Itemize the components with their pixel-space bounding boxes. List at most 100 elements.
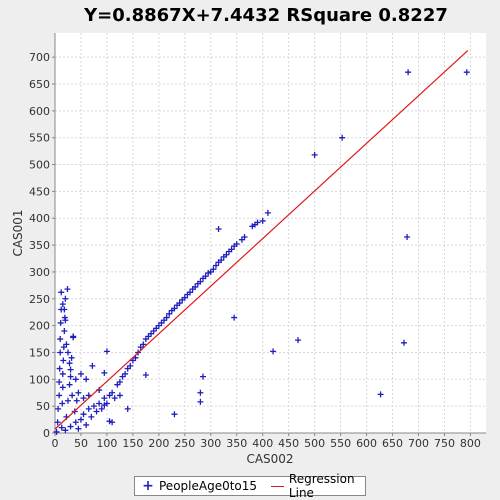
data-point	[98, 405, 105, 412]
data-point	[66, 360, 73, 367]
data-point	[96, 400, 103, 407]
data-point	[142, 372, 149, 379]
data-point	[264, 209, 271, 216]
y-tick-label: 500	[29, 159, 50, 172]
data-point	[67, 373, 74, 380]
data-point	[463, 69, 470, 76]
data-point	[88, 413, 95, 420]
data-point	[233, 241, 240, 248]
y-tick-label: 0	[43, 427, 50, 440]
data-point	[109, 389, 116, 396]
data-point	[171, 411, 178, 418]
y-axis-ticks: 0 50 100 150 200 250 300 350 400 450 500 550 600 650 7…	[29, 51, 55, 440]
y-tick-label: 400	[29, 212, 50, 225]
data-point	[231, 314, 238, 321]
data-point	[54, 419, 61, 426]
data-point	[101, 402, 108, 409]
data-point	[101, 369, 108, 376]
data-point	[106, 418, 113, 425]
data-point	[80, 411, 87, 418]
data-point	[85, 405, 92, 412]
data-point	[67, 423, 74, 430]
data-point	[58, 289, 65, 296]
legend-regression-label: Regression Line	[288, 472, 355, 500]
data-point	[58, 424, 65, 431]
data-point	[56, 378, 63, 385]
data-point	[68, 354, 75, 361]
x-tick-label: 400	[252, 437, 273, 450]
data-point	[93, 408, 100, 415]
x-tick-label: 450	[278, 437, 299, 450]
x-tick-label: 600	[356, 437, 377, 450]
data-point	[254, 219, 261, 226]
data-point	[187, 289, 194, 296]
data-point	[228, 246, 235, 253]
data-point	[212, 262, 219, 269]
y-tick-label: 100	[29, 373, 50, 386]
regression-line	[54, 50, 469, 430]
y-axis-label: CAS001	[11, 209, 25, 256]
regression-line-group	[54, 50, 469, 430]
data-point	[181, 294, 188, 301]
data-point	[60, 357, 67, 364]
plus-marker-icon: +	[142, 478, 154, 494]
data-point	[62, 295, 69, 302]
data-point	[70, 333, 77, 340]
data-point	[62, 317, 69, 324]
data-point	[116, 392, 123, 399]
x-tick-label: 150	[122, 437, 143, 450]
data-point	[75, 425, 82, 432]
data-point	[171, 305, 178, 312]
data-point	[59, 384, 66, 391]
data-point	[140, 341, 147, 348]
data-point	[61, 327, 68, 334]
x-tick-label: 550	[330, 437, 351, 450]
x-tick-label: 700	[408, 437, 429, 450]
data-point	[241, 234, 248, 241]
data-point	[83, 376, 90, 383]
data-point	[197, 278, 204, 285]
data-point	[77, 416, 84, 423]
data-point	[61, 306, 68, 313]
x-tick-label: 50	[74, 437, 88, 450]
data-points	[53, 69, 470, 435]
data-point	[116, 378, 123, 385]
data-point	[80, 395, 87, 402]
x-tick-label: 100	[96, 437, 117, 450]
data-point	[176, 300, 183, 307]
data-point	[270, 348, 277, 355]
y-tick-label: 50	[36, 400, 50, 413]
data-point	[67, 366, 74, 373]
data-point	[400, 339, 407, 346]
data-point	[259, 217, 266, 224]
data-point	[55, 405, 62, 412]
x-tick-label: 300	[200, 437, 221, 450]
y-tick-label: 300	[29, 266, 50, 279]
data-point	[89, 362, 96, 369]
x-tick-label: 0	[52, 437, 59, 450]
data-point	[59, 400, 66, 407]
legend-series-label: PeopleAge0to15	[159, 479, 258, 493]
data-point	[66, 381, 73, 388]
data-point	[72, 376, 79, 383]
x-tick-label: 350	[226, 437, 247, 450]
data-point	[339, 134, 346, 141]
data-point	[59, 370, 66, 377]
legend-item-series: + PeopleAge0to15	[141, 478, 257, 494]
data-point	[103, 348, 110, 355]
x-tick-label: 800	[460, 437, 481, 450]
data-point	[197, 389, 204, 396]
data-point	[404, 234, 411, 241]
y-tick-label: 250	[29, 293, 50, 306]
data-point	[163, 314, 170, 321]
x-tick-label: 250	[174, 437, 195, 450]
data-point	[127, 362, 134, 369]
data-point	[57, 336, 64, 343]
y-tick-label: 600	[29, 105, 50, 118]
data-point	[59, 301, 66, 308]
data-point	[64, 349, 71, 356]
data-point	[192, 283, 199, 290]
data-point	[405, 69, 412, 76]
y-tick-label: 550	[29, 132, 50, 145]
data-point	[122, 370, 129, 377]
